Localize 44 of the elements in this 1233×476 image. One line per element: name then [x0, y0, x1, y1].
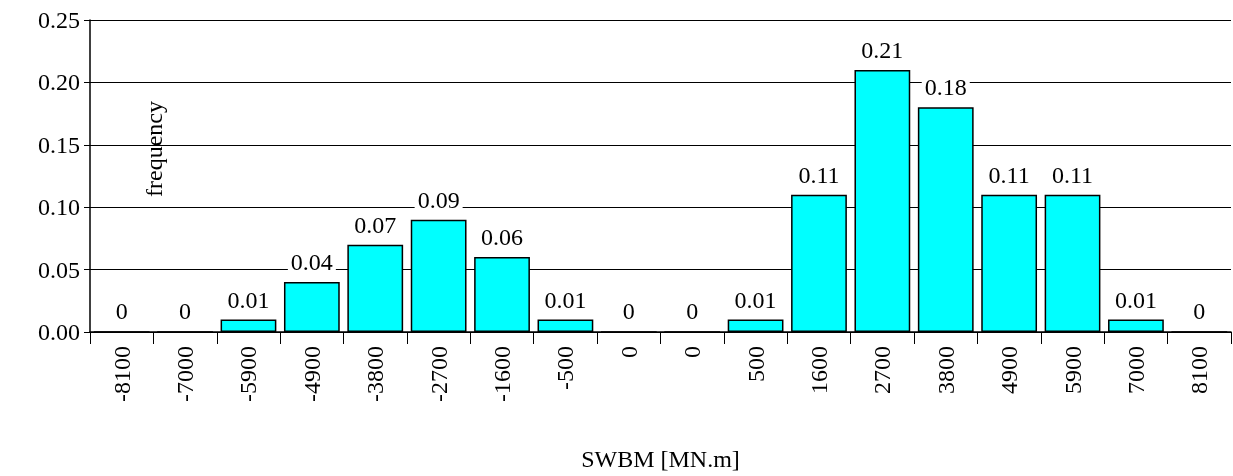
x-tick-label: 2700: [869, 346, 896, 394]
y-tick-label: 0.20: [38, 69, 80, 96]
y-tick-label: 0.10: [38, 194, 80, 221]
data-label: 0.11: [988, 161, 1030, 188]
x-tick-label: -500: [552, 346, 579, 390]
data-label: 0: [1193, 298, 1206, 325]
data-label: 0: [179, 298, 192, 325]
data-label: 0.09: [417, 186, 460, 213]
x-tick-label: 7000: [1122, 346, 1149, 394]
x-tick-label: -4900: [298, 346, 325, 402]
x-tick-label: 500: [742, 346, 769, 382]
x-tick-label: 4900: [996, 346, 1023, 394]
y-axis-title: frequency: [141, 100, 167, 197]
x-tick-label: 8100: [1186, 346, 1213, 394]
x-axis-title: SWBM [MN.m]: [581, 446, 740, 472]
data-label: 0.01: [227, 286, 270, 313]
data-label: 0.04: [290, 249, 333, 276]
x-tick-label: 3800: [932, 346, 959, 394]
x-tick-label: 0: [679, 346, 706, 358]
data-label: 0.21: [861, 36, 904, 63]
data-label: 0.11: [798, 161, 840, 188]
x-tick-label: -2700: [425, 346, 452, 402]
x-tick-label: 5900: [1059, 346, 1086, 394]
x-tick-label: -3800: [362, 346, 389, 402]
y-tick-label: 0.15: [38, 131, 80, 158]
data-label: 0.01: [1114, 286, 1157, 313]
x-tick-label: -1600: [489, 346, 516, 402]
data-label: 0: [622, 298, 635, 325]
data-label: 0: [115, 298, 128, 325]
y-tick-label: 0.00: [38, 319, 80, 345]
y-tick-label: 0.25: [38, 7, 80, 33]
x-tick-label: -8100: [108, 346, 135, 402]
data-label: 0.06: [481, 224, 524, 251]
data-label: 0.01: [544, 286, 587, 313]
x-tick-label: -7000: [172, 346, 199, 402]
data-label: 0: [686, 298, 699, 325]
data-label: 0.07: [354, 211, 397, 238]
x-tick-label: 0: [615, 346, 642, 358]
y-tick-label: 0.05: [38, 256, 80, 283]
x-tick-label: 1600: [805, 346, 832, 394]
data-label: 0.01: [734, 286, 777, 313]
data-label: 0.11: [1051, 161, 1094, 188]
data-label: 0.18: [924, 74, 967, 101]
x-tick-label: -5900: [235, 346, 262, 402]
